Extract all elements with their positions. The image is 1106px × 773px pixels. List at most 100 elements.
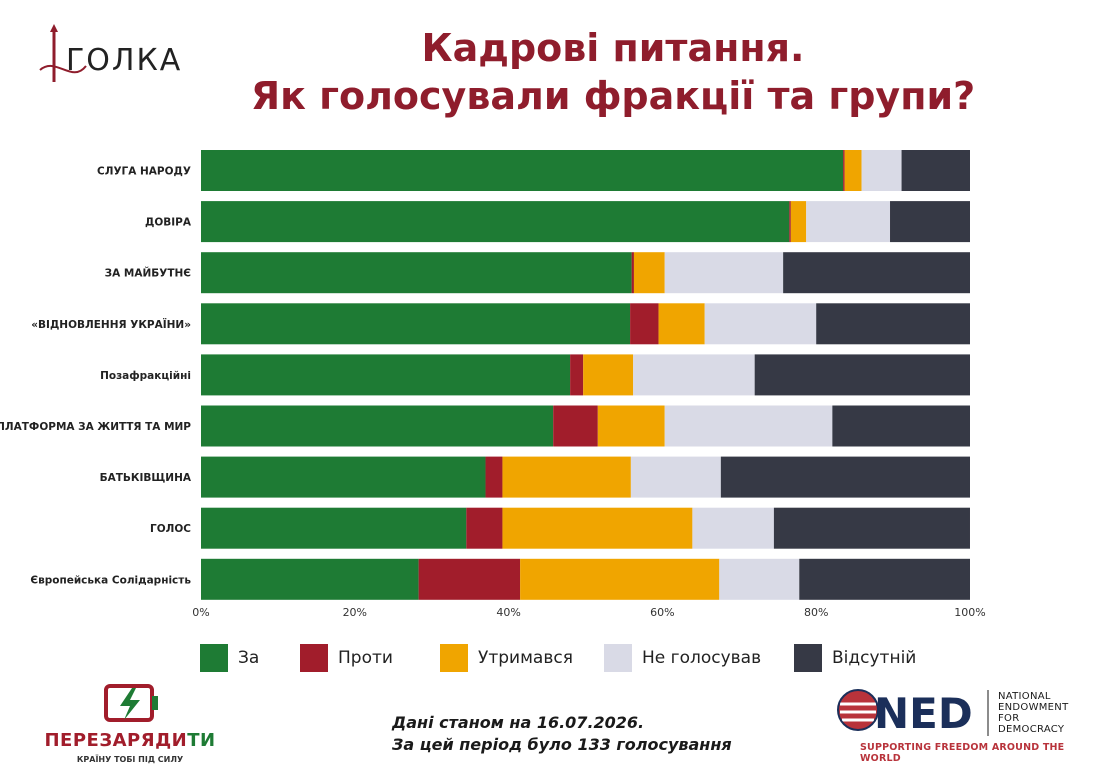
bar-segment — [692, 507, 774, 549]
bar-segment — [664, 405, 833, 447]
bar-segment — [890, 201, 970, 243]
ned-name-line: ENDOWMENT — [998, 702, 1069, 713]
bar-segment — [832, 405, 970, 447]
bar-segment — [861, 150, 902, 191]
bar-segment — [844, 150, 862, 191]
bar-segment — [630, 303, 659, 345]
bar-segment — [201, 252, 632, 294]
x-tick-label: 60% — [650, 606, 674, 619]
bar-segment — [418, 558, 521, 600]
x-tick-label: 0% — [192, 606, 209, 619]
category-labels: СЛУГА НАРОДУ ДОВІРА ЗА МАЙБУТНЄ «ВІДНОВЛЕНН… — [0, 166, 192, 587]
bar-segment — [783, 252, 970, 294]
category-label: СЛУГА НАРОДУ — [97, 166, 191, 178]
category-label: БАТЬКІВЩИНА — [100, 472, 192, 484]
golka-logo-text: ГОЛКА — [66, 43, 182, 78]
legend-swatch — [794, 644, 822, 672]
legend-label: Не голосував — [642, 648, 762, 668]
category-label: ГОЛОС — [150, 523, 191, 535]
category-label: ПЛАТФОРМА ЗА ЖИТТЯ ТА МИР — [0, 421, 191, 433]
ned-name-line: FOR — [998, 713, 1020, 724]
legend-item: Не голосував — [604, 640, 761, 676]
bar-segment — [658, 303, 705, 345]
bar-segment — [633, 252, 665, 294]
bar-segment — [789, 201, 791, 243]
x-tick-label: 100% — [954, 606, 985, 619]
legend-item: Утримався — [440, 640, 573, 676]
bar-segment — [502, 456, 631, 498]
bar-segment — [466, 507, 503, 549]
legend-label: Утримався — [478, 648, 573, 668]
x-tick-label: 20% — [343, 606, 367, 619]
bar-segment — [720, 456, 970, 498]
bar-segment — [201, 507, 467, 549]
bar-segment — [201, 150, 844, 191]
category-label: ЗА МАЙБУТНЄ — [105, 267, 192, 280]
bar-segment — [583, 354, 634, 396]
legend-swatch — [440, 644, 468, 672]
legend-item: Проти — [300, 640, 393, 676]
bar-segment — [806, 201, 891, 243]
perezaryadyty-logo-text: ПЕРЕЗАРЯДИТИ — [40, 730, 220, 751]
title-line-2: Як голосували фракції та групи? — [250, 74, 976, 118]
category-label: Позафракційні — [100, 370, 191, 382]
bar-segment — [201, 558, 419, 600]
bar-segment — [570, 354, 584, 396]
bar-segment — [843, 150, 845, 191]
bar-segment — [201, 354, 571, 396]
bar-segment — [502, 507, 693, 549]
bar-segment — [597, 405, 665, 447]
chart-title: Кадрові питання. Як голосували фракції т… — [0, 24, 1106, 120]
bar-segment — [631, 252, 634, 294]
bar-segment — [201, 456, 486, 498]
legend-item: За — [200, 640, 259, 676]
legend-label: За — [238, 648, 260, 668]
legend-swatch — [200, 644, 228, 672]
ned-logo: NED — [837, 689, 989, 738]
bar-segment — [719, 558, 800, 600]
bar-segment — [754, 354, 970, 396]
legend: За Проти Утримався Не голосував Відсутній — [200, 640, 980, 676]
x-tick-label: 80% — [804, 606, 828, 619]
bars-group — [201, 150, 970, 600]
bar-segment — [901, 150, 970, 191]
perezaryadyty-part-1: ПЕРЕЗАРЯДИ — [44, 730, 188, 751]
bar-segment — [630, 456, 721, 498]
legend-label: Відсутній — [832, 648, 917, 668]
legend-label: Проти — [338, 648, 393, 668]
golka-logo: ГОЛКА — [39, 24, 182, 82]
perezaryadyty-tagline: КРАЇНУ ТОБІ ПІД СИЛУ — [76, 755, 184, 764]
bar-segment — [790, 201, 807, 243]
x-axis-ticks: 0% 20% 40% 60% 80% 100% — [192, 606, 985, 619]
footnote-line-1: Дані станом на 16.07.2026. — [392, 713, 645, 732]
bar-segment — [773, 507, 970, 549]
bar-segment — [201, 405, 554, 447]
bar-segment — [816, 303, 970, 345]
bar-segment — [553, 405, 598, 447]
bar-segment — [201, 201, 790, 243]
category-label: ДОВІРА — [145, 217, 192, 229]
ned-logo-text: NED — [874, 689, 973, 738]
perezaryadyty-battery-icon — [104, 684, 158, 722]
ned-tagline: SUPPORTING FREEDOM AROUND THE WORLD — [860, 742, 1065, 764]
x-tick-label: 40% — [496, 606, 520, 619]
bar-segment — [799, 558, 970, 600]
title-line-1: Кадрові питання. — [421, 26, 805, 70]
ned-name-line: NATIONAL — [998, 691, 1051, 702]
bar-segment — [201, 303, 631, 345]
legend-item: Відсутній — [794, 640, 916, 676]
category-label: «ВІДНОВЛЕННЯ УКРАЇНИ» — [31, 317, 191, 331]
perezaryadyty-part-2: ТИ — [187, 730, 216, 751]
bar-segment — [520, 558, 720, 600]
footnote-line-2: За цей період було 133 голосування — [392, 735, 732, 754]
bar-segment — [664, 252, 784, 294]
footnote: Дані станом на 16.07.2026. За цей період… — [392, 712, 732, 756]
ned-full-name: NATIONAL ENDOWMENT FOR DEMOCRACY — [998, 691, 1069, 735]
legend-swatch — [300, 644, 328, 672]
bar-segment — [485, 456, 503, 498]
ned-name-line: DEMOCRACY — [998, 724, 1065, 735]
bar-segment — [704, 303, 817, 345]
category-label: Європейська Солідарність — [30, 574, 191, 586]
stacked-bar-chart: СЛУГА НАРОДУ ДОВІРА ЗА МАЙБУТНЄ «ВІДНОВЛЕНН… — [0, 150, 986, 619]
bar-segment — [633, 354, 755, 396]
